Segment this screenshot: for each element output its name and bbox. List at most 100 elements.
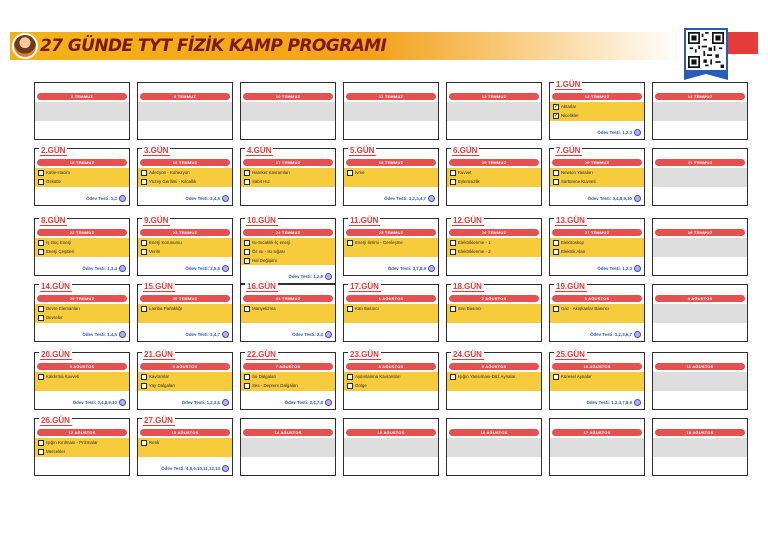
homework-tests: Ödev Testi: 2,4,5	[185, 195, 229, 202]
homework-circle-icon[interactable]	[119, 331, 126, 338]
topic-checkbox[interactable]	[141, 248, 147, 255]
day-number: 17.GÜN	[348, 282, 381, 292]
topic-list: Işığın Yansıması-Düz Aynalar	[450, 372, 540, 381]
topic-checkbox[interactable]	[553, 305, 559, 312]
homework-circle-icon[interactable]	[634, 195, 641, 202]
homework-circle-icon[interactable]	[222, 195, 229, 202]
date-pill: 8 TEMMUZ	[37, 93, 127, 100]
topic-checkbox[interactable]	[38, 439, 44, 446]
topic-checkbox[interactable]	[141, 373, 147, 380]
topic-checkbox[interactable]	[141, 439, 147, 446]
homework-circle-icon[interactable]	[634, 129, 641, 136]
topic-item: Mercekler	[38, 447, 128, 456]
date-pill: 26 TEMMUZ	[449, 229, 539, 236]
topic-checkbox[interactable]	[450, 373, 456, 380]
topic-checkbox[interactable]	[141, 178, 147, 185]
topic-checkbox[interactable]	[347, 373, 353, 380]
day-card: 10 TEMMUZ	[240, 82, 336, 140]
topic-checkbox[interactable]	[553, 178, 559, 185]
topic-checkbox[interactable]	[244, 239, 250, 246]
homework-circle-icon[interactable]	[325, 273, 332, 280]
topic-checkbox[interactable]	[347, 239, 353, 246]
homework-circle-icon[interactable]	[428, 195, 435, 202]
homework-circle-icon[interactable]	[634, 399, 641, 406]
topic-label: Mercekler	[46, 449, 66, 454]
day-number: 6.GÜN	[451, 146, 480, 156]
topic-checkbox[interactable]	[450, 178, 456, 185]
topic-checkbox[interactable]	[244, 257, 250, 264]
topic-checkbox[interactable]	[347, 305, 353, 312]
topic-label: Aktarlar	[561, 104, 577, 109]
topic-checkbox[interactable]	[38, 169, 44, 176]
topic-area	[550, 372, 644, 391]
topic-checkbox[interactable]	[38, 373, 44, 380]
topic-checkbox[interactable]	[553, 248, 559, 255]
day-card: 8 TEMMUZ	[34, 82, 130, 140]
topic-area	[344, 304, 438, 323]
topic-checkbox[interactable]	[553, 239, 559, 246]
topic-checkbox[interactable]	[244, 178, 250, 185]
topic-checkbox[interactable]	[553, 112, 559, 120]
topic-checkbox[interactable]	[38, 248, 44, 255]
homework-circle-icon[interactable]	[119, 265, 126, 272]
homework-label: Ödev Testi: 4,5,6,10,11,12,13	[161, 466, 220, 471]
topic-checkbox[interactable]	[450, 169, 456, 176]
topic-checkbox[interactable]	[244, 382, 250, 389]
homework-circle-icon[interactable]	[222, 265, 229, 272]
homework-circle-icon[interactable]	[325, 331, 332, 338]
topic-checkbox[interactable]	[347, 169, 353, 176]
date-pill: 13 AĞUSTOS	[140, 429, 230, 436]
topic-checkbox[interactable]	[141, 169, 147, 176]
homework-circle-icon[interactable]	[428, 265, 435, 272]
topic-checkbox[interactable]	[244, 305, 250, 312]
topic-checkbox[interactable]	[553, 103, 559, 111]
date-pill: 31 TEMMUZ	[243, 295, 333, 302]
homework-circle-icon[interactable]	[222, 399, 229, 406]
day-card: 7.GÜN 20 TEMMUZ Newton Yasaları Sürtünme Ku…	[549, 146, 645, 206]
topic-checkbox[interactable]	[38, 314, 44, 321]
topic-checkbox[interactable]	[553, 169, 559, 176]
topic-checkbox[interactable]	[38, 448, 44, 455]
topic-item: Işığın Yansıması-Düz Aynalar	[450, 372, 540, 381]
qr-code[interactable]	[684, 28, 728, 72]
topic-checkbox[interactable]	[244, 169, 250, 176]
day-card: 26.GÜN 12 AĞUSTOS Işığın Kırılması - Prizm…	[34, 416, 130, 476]
topic-checkbox[interactable]	[450, 305, 456, 312]
day-number: 3.GÜN	[142, 146, 171, 156]
homework-circle-icon[interactable]	[119, 399, 126, 406]
topic-checkbox[interactable]	[244, 248, 250, 255]
homework-circle-icon[interactable]	[222, 465, 229, 472]
topic-checkbox[interactable]	[141, 239, 147, 246]
date-pill: 12 TEMMUZ	[449, 93, 539, 100]
homework-circle-icon[interactable]	[222, 331, 229, 338]
topic-checkbox[interactable]	[38, 178, 44, 185]
topic-label: Elektrik Alan	[561, 249, 586, 254]
topic-list: Aktarlar Nicelikler	[553, 102, 643, 120]
topic-list: Isı-Sıcaklık-İç enerji Öz ısı - Isı sığas…	[244, 238, 334, 265]
topic-item: Eylemsizlik	[450, 177, 540, 186]
homework-circle-icon[interactable]	[634, 331, 641, 338]
homework-circle-icon[interactable]	[634, 265, 641, 272]
date-pill: 4 AĞUSTOS	[655, 295, 745, 302]
topic-list: Gaz - Akışkanlar Basıncı	[553, 304, 643, 313]
topic-area	[35, 168, 129, 187]
homework-circle-icon[interactable]	[325, 399, 332, 406]
topic-checkbox[interactable]	[38, 239, 44, 246]
topic-item: Sıvı Basıncı	[450, 304, 540, 313]
topic-checkbox[interactable]	[450, 239, 456, 246]
homework-label: Ödev Testi: 1,2,3	[597, 130, 632, 135]
topic-checkbox[interactable]	[553, 373, 559, 380]
topic-checkbox[interactable]	[450, 248, 456, 255]
topic-checkbox[interactable]	[347, 382, 353, 389]
homework-circle-icon[interactable]	[119, 195, 126, 202]
topic-checkbox[interactable]	[244, 373, 250, 380]
homework-label: Ödev Testi: 1,2,3,5	[181, 400, 220, 405]
date-pill: 18 AĞUSTOS	[655, 429, 745, 436]
topic-checkbox[interactable]	[141, 305, 147, 312]
topic-checkbox[interactable]	[38, 305, 44, 312]
homework-tests: Ödev Testi: 2,4,7	[185, 331, 229, 338]
topic-checkbox[interactable]	[141, 382, 147, 389]
topic-area	[344, 102, 438, 121]
topic-area	[138, 102, 232, 121]
topic-label: Hal Değişimi	[252, 258, 277, 263]
